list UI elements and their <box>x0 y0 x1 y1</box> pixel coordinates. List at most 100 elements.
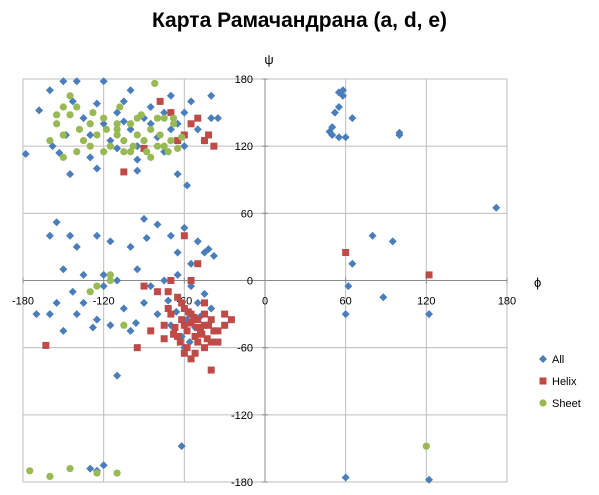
data-point <box>120 321 128 329</box>
data-point <box>35 106 44 115</box>
data-point <box>207 338 215 346</box>
data-point <box>73 148 81 156</box>
data-point <box>213 114 222 123</box>
data-point <box>198 330 206 338</box>
data-point <box>113 276 122 285</box>
data-point <box>160 276 169 285</box>
data-point <box>173 170 182 179</box>
data-point <box>348 114 357 123</box>
data-point <box>194 338 202 346</box>
data-point <box>160 321 168 329</box>
data-point <box>120 148 128 156</box>
data-point <box>341 310 350 319</box>
data-point <box>73 103 81 111</box>
data-point <box>194 114 202 122</box>
data-point <box>173 270 182 279</box>
data-point <box>45 86 54 95</box>
data-point <box>492 203 501 212</box>
data-point <box>214 327 222 335</box>
data-point <box>388 237 397 246</box>
data-point <box>193 237 202 246</box>
data-point <box>120 168 128 176</box>
x-tick-label: -180 <box>12 296 34 308</box>
data-point <box>166 91 175 100</box>
data-point <box>79 298 88 307</box>
data-point <box>169 114 178 122</box>
data-point <box>126 148 135 156</box>
data-point <box>89 108 97 117</box>
data-point <box>46 136 54 145</box>
data-point <box>422 442 430 450</box>
legend-item-all: All <box>539 354 564 366</box>
data-point <box>171 324 179 332</box>
data-point <box>129 142 137 150</box>
data-point <box>21 150 30 159</box>
data-point <box>72 77 81 86</box>
data-point <box>167 277 175 284</box>
y-tick-label: -180 <box>231 477 253 489</box>
data-point <box>156 131 164 139</box>
data-point <box>207 91 216 100</box>
series-sheet <box>26 79 430 481</box>
data-point <box>79 270 88 279</box>
data-point <box>368 231 377 240</box>
data-point <box>164 304 172 312</box>
data-point <box>68 287 77 296</box>
data-point <box>539 355 547 363</box>
data-point <box>59 103 67 111</box>
data-point <box>99 77 108 86</box>
data-point <box>174 293 182 301</box>
data-points <box>21 77 501 484</box>
data-point <box>86 288 94 296</box>
data-point <box>75 125 84 133</box>
data-point <box>178 316 186 324</box>
data-point <box>147 125 155 133</box>
data-point <box>539 399 547 407</box>
data-point <box>180 232 188 240</box>
data-point <box>72 310 81 319</box>
axes <box>22 78 508 483</box>
data-point <box>53 111 61 119</box>
data-point <box>86 130 95 139</box>
data-point <box>334 102 343 111</box>
data-point <box>203 335 211 343</box>
data-point <box>99 282 108 291</box>
data-point <box>133 155 142 164</box>
data-point <box>187 282 196 291</box>
data-point <box>341 473 350 482</box>
data-point <box>119 117 128 126</box>
data-point <box>133 131 141 139</box>
data-point <box>126 125 135 134</box>
data-point <box>191 349 199 357</box>
data-point <box>93 469 101 477</box>
data-point <box>160 114 168 122</box>
data-point <box>146 102 155 111</box>
chart-title: Карта Рамачандрана (a, d, e) <box>151 9 448 32</box>
data-point <box>32 310 41 319</box>
data-point <box>174 332 182 340</box>
data-point <box>151 79 159 88</box>
data-point <box>156 97 164 105</box>
x-tick-label: 60 <box>340 296 352 308</box>
data-point <box>92 231 101 240</box>
data-point <box>113 371 122 380</box>
data-point <box>342 249 350 257</box>
data-point <box>167 136 175 145</box>
data-point <box>200 289 209 298</box>
x-tick-label: 0 <box>262 296 268 308</box>
data-point <box>126 120 135 128</box>
data-point <box>178 133 186 141</box>
data-point <box>100 148 108 156</box>
data-point <box>99 119 108 128</box>
data-point <box>184 308 192 316</box>
data-point <box>93 131 101 139</box>
data-point <box>207 316 215 324</box>
data-point <box>187 120 195 128</box>
data-point <box>106 321 115 330</box>
data-point <box>102 125 110 133</box>
data-point <box>341 133 350 142</box>
data-point <box>330 108 339 117</box>
data-point <box>183 181 192 190</box>
data-point <box>325 127 334 136</box>
